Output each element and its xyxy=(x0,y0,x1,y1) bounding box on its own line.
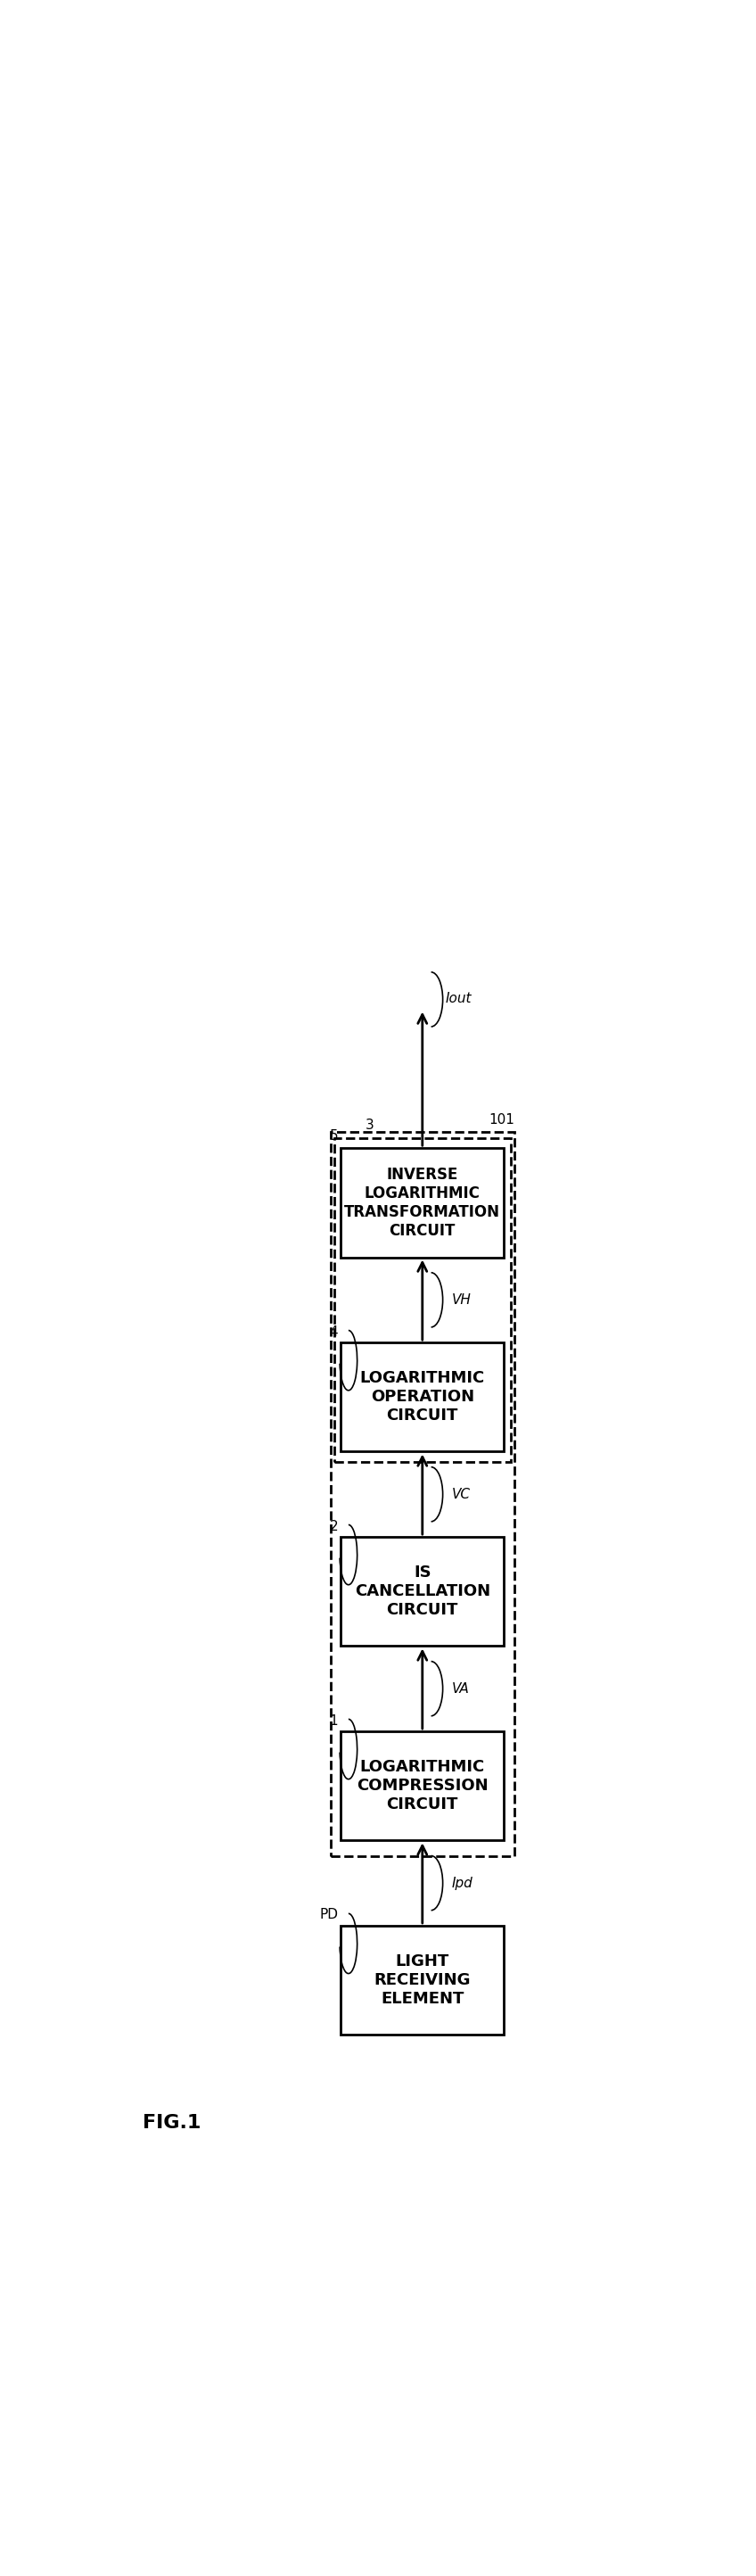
Bar xyxy=(341,1538,503,1646)
Text: IS
CANCELLATION
CIRCUIT: IS CANCELLATION CIRCUIT xyxy=(355,1564,490,1618)
Bar xyxy=(341,1149,503,1257)
Text: VH: VH xyxy=(451,1293,471,1306)
Bar xyxy=(330,1133,514,1857)
Bar xyxy=(341,1731,503,1839)
Text: 5: 5 xyxy=(330,1128,338,1141)
Text: PD: PD xyxy=(319,1909,338,1922)
Text: LOGARITHMIC
COMPRESSION
CIRCUIT: LOGARITHMIC COMPRESSION CIRCUIT xyxy=(357,1759,488,1814)
Text: VA: VA xyxy=(451,1682,469,1695)
Text: 2: 2 xyxy=(330,1520,338,1533)
Bar xyxy=(341,1342,503,1453)
Text: 3: 3 xyxy=(366,1118,374,1133)
Text: 1: 1 xyxy=(330,1713,338,1728)
Text: FIG.1: FIG.1 xyxy=(143,2115,201,2133)
Text: Iout: Iout xyxy=(446,992,472,1005)
Bar xyxy=(341,1927,503,2035)
Text: LOGARITHMIC
OPERATION
CIRCUIT: LOGARITHMIC OPERATION CIRCUIT xyxy=(360,1370,485,1425)
Bar xyxy=(334,1139,511,1461)
Text: VC: VC xyxy=(451,1486,470,1502)
Text: LIGHT
RECEIVING
ELEMENT: LIGHT RECEIVING ELEMENT xyxy=(374,1953,471,2007)
Text: Ipd: Ipd xyxy=(451,1875,472,1891)
Text: 101: 101 xyxy=(488,1113,514,1126)
Text: INVERSE
LOGARITHMIC
TRANSFORMATION
CIRCUIT: INVERSE LOGARITHMIC TRANSFORMATION CIRCU… xyxy=(345,1167,500,1239)
Text: 4: 4 xyxy=(330,1324,338,1340)
